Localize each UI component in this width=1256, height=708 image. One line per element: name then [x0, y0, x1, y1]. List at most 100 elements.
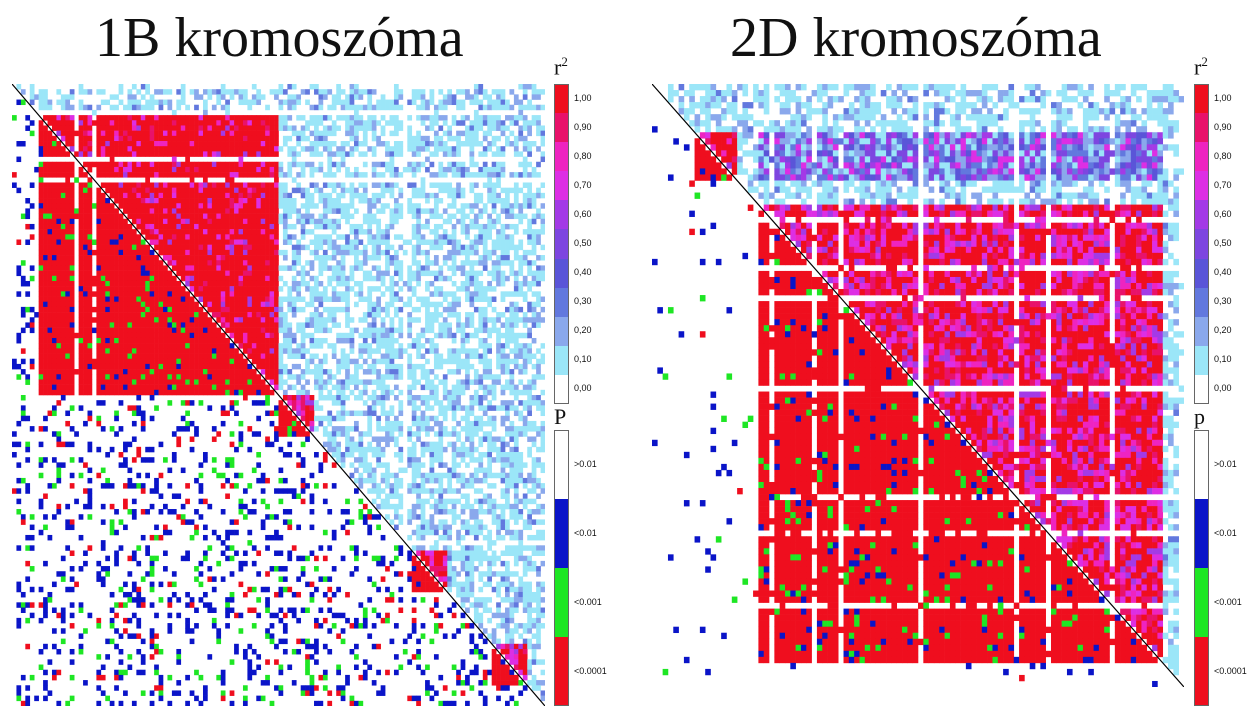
- heatmap-cell: [385, 229, 390, 235]
- heatmap-cell: [87, 291, 93, 297]
- heatmap-cell: [305, 369, 310, 375]
- heatmap-cell: [362, 275, 368, 282]
- heatmap-cell: [420, 182, 426, 188]
- heatmap-cell: [482, 115, 488, 121]
- heatmap-cell: [216, 203, 222, 209]
- heatmap-cell: [251, 172, 257, 178]
- heatmap-cell: [114, 327, 119, 334]
- heatmap-cell: [225, 125, 230, 131]
- heatmap-cell: [247, 161, 253, 168]
- heatmap-cell: [438, 146, 444, 152]
- heatmap-cell: [496, 161, 501, 168]
- chart-title: 1B kromoszóma: [95, 7, 464, 69]
- heatmap-cell: [136, 270, 142, 277]
- heatmap-cell: [340, 296, 346, 302]
- heatmap-cell: [402, 280, 408, 287]
- heatmap-cell: [393, 265, 399, 271]
- heatmap-cell: [207, 244, 213, 251]
- heatmap-cell: [509, 213, 515, 220]
- heatmap-cell: [260, 239, 266, 245]
- heatmap-cell: [158, 239, 164, 245]
- heatmap-cell: [256, 327, 262, 334]
- heatmap-cell: [47, 130, 53, 137]
- heatmap-cell: [354, 301, 359, 308]
- heatmap-cell: [433, 301, 439, 308]
- heatmap-cell: [505, 384, 510, 391]
- heatmap-cell: [478, 89, 484, 95]
- heatmap-cell: [536, 172, 541, 178]
- heatmap-cell: [309, 146, 315, 152]
- heatmap-cell: [51, 213, 57, 220]
- heatmap-cell: [393, 99, 399, 106]
- heatmap-cell: [327, 198, 333, 204]
- heatmap-cell: [460, 244, 466, 251]
- heatmap-cell: [380, 115, 386, 121]
- heatmap-cell: [309, 104, 315, 111]
- heatmap-cell: [425, 104, 430, 111]
- heatmap-cell: [118, 115, 124, 121]
- heatmap-cell: [176, 312, 182, 318]
- heatmap-cell: [145, 192, 150, 199]
- heatmap-cell: [136, 275, 142, 282]
- heatmap-cell: [447, 322, 453, 328]
- heatmap-cell: [220, 317, 226, 323]
- heatmap-cell: [274, 172, 279, 178]
- heatmap-cell: [38, 332, 44, 339]
- heatmap-cell: [51, 353, 57, 360]
- heatmap-cell: [438, 239, 444, 245]
- heatmap-cell: [433, 208, 439, 214]
- heatmap-cell: [56, 306, 62, 313]
- heatmap-cell: [513, 291, 519, 297]
- heatmap-cell: [340, 156, 346, 163]
- heatmap-cell: [154, 89, 159, 95]
- heatmap-cell: [505, 104, 510, 111]
- heatmap-cell: [513, 384, 519, 391]
- heatmap-cell: [362, 192, 368, 199]
- heatmap-cell: [371, 244, 377, 251]
- heatmap-cell: [331, 348, 337, 354]
- heatmap-cell: [38, 280, 44, 287]
- heatmap-cell: [300, 280, 306, 287]
- heatmap-cell: [478, 229, 484, 235]
- heatmap-cell: [256, 141, 262, 147]
- heatmap-cell: [47, 213, 53, 220]
- heatmap-cell: [69, 125, 75, 131]
- heatmap-cell: [167, 104, 173, 111]
- heatmap-cell: [60, 249, 66, 256]
- heatmap-cell: [60, 125, 66, 131]
- heatmap-cell: [109, 172, 115, 178]
- heatmap-cell: [340, 234, 346, 240]
- heatmap-cell: [207, 130, 213, 137]
- heatmap-cell: [105, 151, 111, 157]
- heatmap-cell: [234, 130, 239, 137]
- heatmap-cell: [269, 182, 275, 188]
- heatmap-cell: [158, 384, 164, 391]
- heatmap-cell: [56, 187, 62, 194]
- heatmap-cell: [322, 223, 328, 230]
- heatmap-cell: [540, 296, 545, 302]
- heatmap-cell: [100, 343, 106, 349]
- heatmap-cell: [251, 374, 257, 380]
- heatmap-cell: [56, 312, 62, 318]
- heatmap-cell: [100, 389, 106, 396]
- heatmap-cell: [327, 203, 333, 209]
- heatmap-cell: [274, 249, 279, 256]
- heatmap-cell: [91, 109, 97, 116]
- heatmap-cell: [69, 187, 75, 194]
- heatmap-cell: [429, 379, 435, 385]
- heatmap-cell: [509, 384, 515, 391]
- heatmap-cell: [469, 353, 475, 360]
- heatmap-cell: [376, 348, 381, 354]
- heatmap-cell: [225, 166, 230, 173]
- heatmap-cell: [407, 312, 413, 318]
- heatmap-cell: [136, 249, 142, 256]
- heatmap-cell: [56, 343, 62, 349]
- heatmap-cell: [176, 89, 182, 95]
- heatmap-cell: [123, 322, 128, 328]
- heatmap-cell: [38, 358, 44, 365]
- heatmap-cell: [69, 104, 75, 111]
- heatmap-cell: [145, 343, 150, 349]
- heatmap-cell: [238, 337, 244, 344]
- heatmap-cell: [154, 120, 159, 126]
- heatmap-cell: [229, 115, 235, 121]
